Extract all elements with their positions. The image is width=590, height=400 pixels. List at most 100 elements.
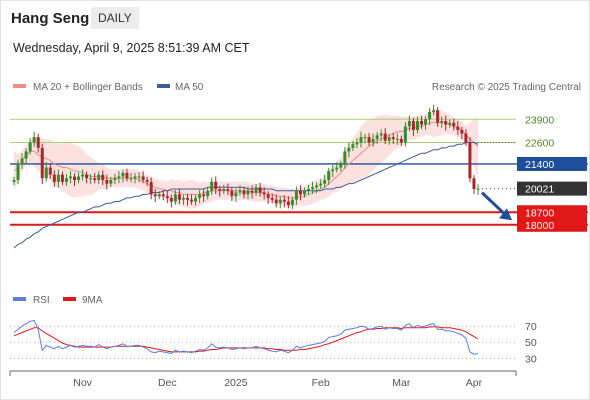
candle xyxy=(476,184,480,195)
candle xyxy=(121,169,125,183)
time-axis-label: 2025 xyxy=(224,377,248,389)
candle xyxy=(169,194,173,208)
candle-body xyxy=(428,112,432,120)
candle-body xyxy=(40,147,44,179)
candle-body xyxy=(407,121,411,127)
candle xyxy=(194,194,198,206)
candle xyxy=(339,160,343,172)
candle xyxy=(36,133,40,153)
candle-body xyxy=(226,189,230,191)
level-label-18000: 18000 xyxy=(525,220,554,232)
candle xyxy=(274,194,278,208)
candle-body xyxy=(415,121,419,130)
candle xyxy=(226,183,230,195)
candle-body xyxy=(101,174,105,181)
candle xyxy=(359,131,363,148)
forecast-arrow-head xyxy=(499,208,512,221)
candle-body xyxy=(181,197,185,200)
candle-body xyxy=(93,178,97,181)
candle xyxy=(266,191,270,204)
candle-body xyxy=(85,174,89,179)
candle-body xyxy=(165,196,169,198)
candle-body xyxy=(242,190,246,195)
candle xyxy=(331,165,335,178)
candle xyxy=(73,173,77,186)
candle-body xyxy=(476,188,480,190)
candle-body xyxy=(210,181,214,191)
candle xyxy=(411,117,415,136)
candle-body xyxy=(250,190,254,193)
candle xyxy=(113,173,117,185)
candle-body xyxy=(202,194,206,197)
candle xyxy=(141,171,145,184)
candle-body xyxy=(351,144,355,148)
candle-body xyxy=(274,199,278,204)
rsi-tick-label: 30 xyxy=(525,353,537,365)
rsi-legend-swatch xyxy=(13,297,26,301)
candle-body xyxy=(395,138,399,140)
candle-body xyxy=(222,189,226,191)
candle-body xyxy=(327,171,331,181)
candle xyxy=(311,181,315,195)
candle xyxy=(24,148,28,165)
candle xyxy=(12,176,16,186)
candle xyxy=(282,195,286,208)
candle-body xyxy=(20,158,24,164)
candle-body xyxy=(194,197,198,202)
candle-body xyxy=(319,183,323,186)
candle xyxy=(391,132,395,144)
candle xyxy=(286,196,290,209)
candle xyxy=(242,187,246,199)
candle xyxy=(448,119,452,128)
candle xyxy=(234,188,238,203)
candle-body xyxy=(218,189,222,191)
candle xyxy=(165,190,169,203)
period-button[interactable]: DAILY xyxy=(91,7,139,29)
level-label-23900: 23900 xyxy=(525,114,554,126)
candle xyxy=(185,193,189,206)
candle xyxy=(44,162,48,182)
candle-body xyxy=(28,142,32,152)
candle xyxy=(125,168,129,182)
candle-body xyxy=(230,190,234,197)
candle-body xyxy=(214,181,218,189)
candle xyxy=(278,196,282,209)
candle xyxy=(323,174,327,188)
candle xyxy=(206,187,210,200)
candle xyxy=(379,129,383,142)
candle-body xyxy=(60,174,64,182)
candle xyxy=(68,171,72,184)
candle-body xyxy=(246,190,250,195)
candle-body xyxy=(44,167,48,179)
time-axis-label: Apr xyxy=(466,377,483,389)
time-axis-label: Feb xyxy=(312,377,330,389)
candle xyxy=(214,176,218,195)
forecast-arrow-shaft xyxy=(480,191,508,217)
candle xyxy=(157,191,161,200)
candle-body xyxy=(262,192,266,195)
candle-body xyxy=(298,190,302,195)
candle xyxy=(32,131,36,147)
candle xyxy=(85,171,89,184)
candle xyxy=(93,172,97,184)
candle xyxy=(177,189,181,204)
candle-body xyxy=(387,137,391,141)
time-axis-label: Nov xyxy=(73,377,92,389)
candle-body xyxy=(177,194,181,200)
chart-date: Wednesday, April 9, 2025 8:51:39 AM CET xyxy=(13,41,250,55)
candle xyxy=(407,115,411,132)
level-lines xyxy=(10,118,588,226)
research-credit: Research © 2025 Trading Central xyxy=(432,82,581,93)
ma20-line xyxy=(13,122,479,199)
level-label-21400: 21400 xyxy=(525,159,554,171)
ma50-legend-label: MA 50 xyxy=(175,82,204,93)
candle xyxy=(230,187,234,202)
candle-body xyxy=(355,142,359,145)
candle xyxy=(173,190,177,205)
forecast-arrow xyxy=(480,191,512,221)
candle xyxy=(436,107,440,127)
candle-body xyxy=(436,110,440,123)
candle xyxy=(415,116,419,134)
candle-body xyxy=(68,176,72,179)
